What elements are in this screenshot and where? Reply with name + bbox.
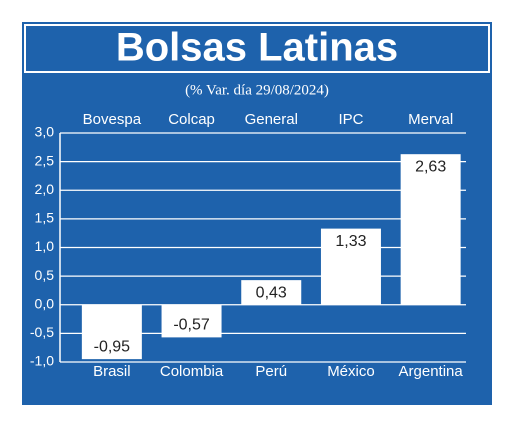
bar — [241, 280, 302, 305]
y-tick-label: 1,0 — [35, 238, 55, 254]
bar — [81, 304, 142, 360]
y-tick-label: -0,5 — [30, 324, 54, 340]
y-tick-label: -1,0 — [30, 353, 54, 369]
top-label: Bovespa — [83, 111, 142, 128]
y-tick-label: 2,0 — [35, 181, 55, 197]
value-label: 0,43 — [256, 284, 287, 301]
title-frame — [24, 24, 490, 73]
x-tick-label: Perú — [255, 363, 287, 380]
bar — [400, 154, 461, 305]
top-label: IPC — [338, 111, 363, 128]
bar — [320, 228, 381, 305]
y-tick-label: 1,5 — [35, 210, 55, 226]
y-tick-label: 3,0 — [35, 124, 55, 140]
value-label: -0,57 — [173, 317, 210, 334]
x-tick-label: Argentina — [399, 363, 464, 380]
top-label: Colcap — [168, 111, 215, 128]
y-tick-label: 0,5 — [35, 267, 55, 283]
y-tick-label: 2,5 — [35, 152, 55, 168]
top-label: Merval — [408, 111, 453, 128]
top-label: General — [245, 111, 298, 128]
value-label: 2,63 — [415, 158, 446, 175]
value-label: -0,95 — [94, 338, 131, 355]
chart-subtitle: (% Var. día 29/08/2024) — [185, 82, 329, 98]
x-tick-label: México — [327, 363, 375, 380]
y-tick-label: 0,0 — [35, 295, 55, 311]
x-tick-label: Colombia — [160, 363, 224, 380]
bar — [161, 304, 222, 338]
x-tick-label: Brasil — [93, 363, 131, 380]
chart-title: Bolsas Latinas — [116, 26, 398, 70]
value-label: 1,33 — [335, 233, 366, 250]
